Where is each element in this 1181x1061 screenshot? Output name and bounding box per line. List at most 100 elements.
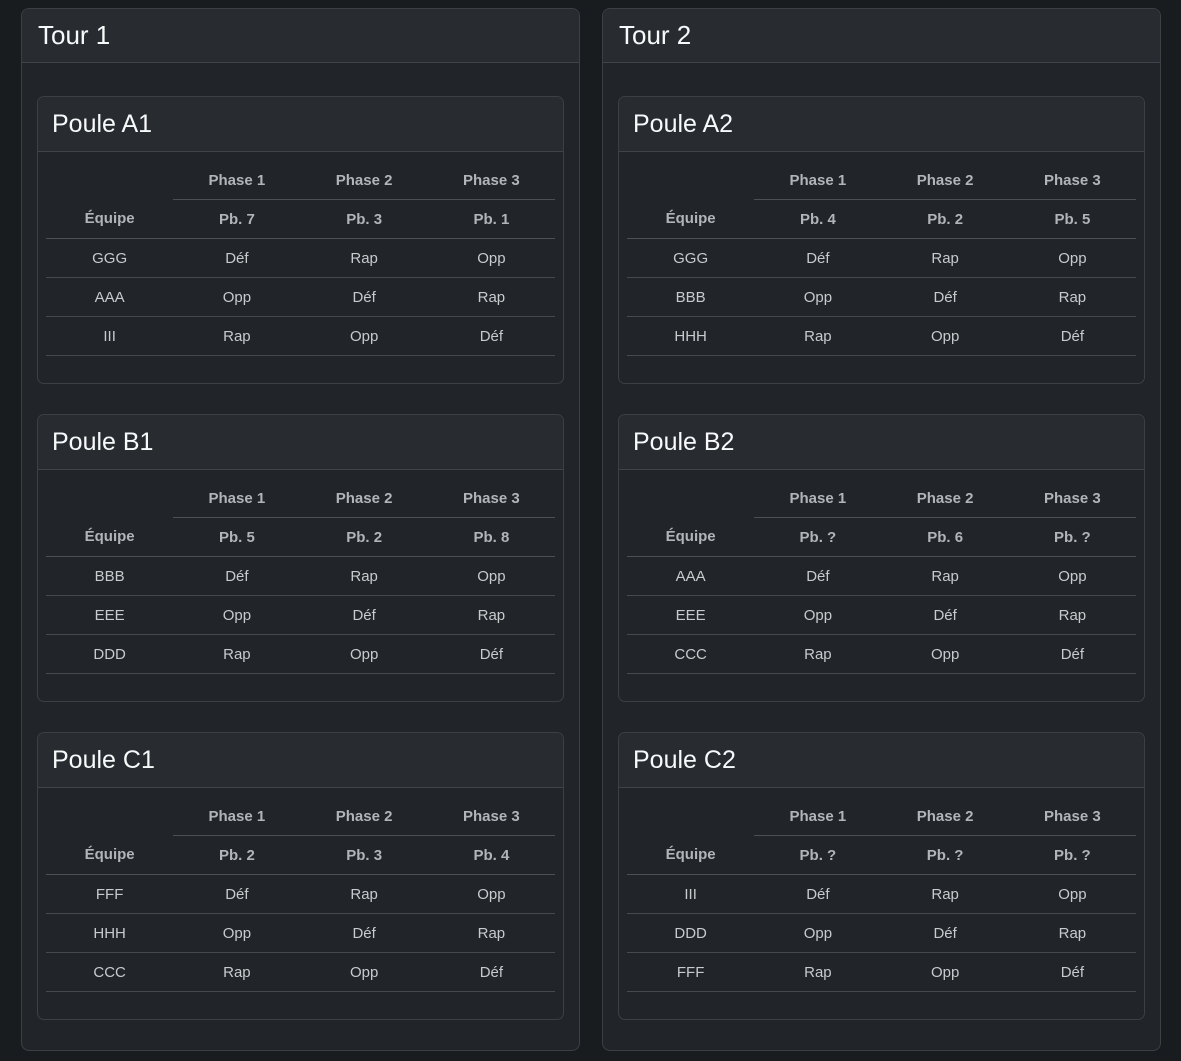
role-cell: Rap [427, 595, 555, 636]
phase-header: Phase 1 [173, 797, 301, 837]
problem-header: Pb. ? [1008, 517, 1136, 558]
team-row: AAA Opp Déf Rap [46, 277, 555, 318]
role-cell: Rap [881, 874, 1009, 915]
role-cell: Rap [173, 316, 301, 357]
problem-header: Pb. 6 [881, 517, 1009, 558]
team-name: FFF [46, 874, 174, 915]
poule-b1-header: Poule B1 [38, 415, 563, 471]
equipe-header: Équipe [627, 199, 755, 240]
team-name: III [46, 316, 174, 357]
team-row: CCC Rap Opp Déf [46, 952, 555, 993]
team-row: BBB Opp Déf Rap [627, 277, 1136, 318]
poule-a2-body: Phase 1 Phase 2 Phase 3 Équipe Pb. 4 Pb.… [619, 152, 1144, 383]
role-cell: Rap [881, 556, 1009, 597]
phase-header-row: Phase 1 Phase 2 Phase 3 [46, 797, 555, 837]
problem-header: Pb. 3 [300, 835, 428, 876]
corner-cell [46, 161, 173, 200]
team-name: AAA [627, 556, 755, 597]
poule-b2-title: Poule B2 [633, 428, 735, 457]
tour-card-2: Tour 2 Poule A2 Phase 1 Phase 2 Ph [602, 8, 1161, 1052]
role-cell: Opp [881, 316, 1009, 357]
poule-c1-header: Poule C1 [38, 733, 563, 789]
role-cell: Déf [427, 952, 555, 993]
corner-cell [46, 479, 173, 518]
tour-2-body: Poule A2 Phase 1 Phase 2 Phase 3 [603, 63, 1160, 1050]
problem-header: Pb. 5 [173, 517, 301, 558]
role-cell: Opp [173, 595, 301, 636]
role-cell: Rap [300, 238, 428, 279]
role-cell: Opp [1008, 238, 1136, 279]
role-cell: Opp [173, 913, 301, 954]
role-cell: Rap [1008, 277, 1136, 318]
role-cell: Opp [427, 238, 555, 279]
tour-1-title: Tour 1 [38, 20, 111, 50]
phase-header: Phase 3 [1008, 479, 1136, 519]
problem-header-row: Équipe Pb. ? Pb. 6 Pb. ? [627, 517, 1136, 558]
poule-a1-title: Poule A1 [52, 110, 153, 139]
problem-header: Pb. 4 [427, 835, 555, 876]
team-name: DDD [627, 913, 755, 954]
phase-header-row: Phase 1 Phase 2 Phase 3 [627, 797, 1136, 837]
phase-header: Phase 2 [300, 161, 428, 201]
team-row: CCC Rap Opp Déf [627, 634, 1136, 675]
team-row: BBB Déf Rap Opp [46, 556, 555, 597]
tour-2-header: Tour 2 [603, 9, 1160, 64]
equipe-header: Équipe [627, 517, 755, 558]
problem-header: Pb. 3 [300, 199, 428, 240]
tour-2-title: Tour 2 [619, 20, 692, 50]
problem-header: Pb. 2 [300, 517, 428, 558]
poule-card-c2: Poule C2 Phase 1 Phase 2 Phase 3 [618, 732, 1145, 1021]
poule-c1-table: Phase 1 Phase 2 Phase 3 Équipe Pb. 2 Pb.… [46, 797, 555, 993]
role-cell: Rap [427, 277, 555, 318]
poule-b2-table: Phase 1 Phase 2 Phase 3 Équipe Pb. ? Pb.… [627, 479, 1136, 675]
poule-a2-header: Poule A2 [619, 97, 1144, 153]
phase-header: Phase 3 [1008, 161, 1136, 201]
role-cell: Déf [173, 874, 301, 915]
team-row: GGG Déf Rap Opp [627, 238, 1136, 279]
team-row: EEE Opp Déf Rap [46, 595, 555, 636]
poule-card-a2: Poule A2 Phase 1 Phase 2 Phase 3 [618, 96, 1145, 385]
team-name: CCC [627, 634, 755, 675]
poule-a1-body: Phase 1 Phase 2 Phase 3 Équipe Pb. 7 Pb.… [38, 152, 563, 383]
role-cell: Déf [881, 913, 1009, 954]
role-cell: Déf [1008, 634, 1136, 675]
problem-header-row: Équipe Pb. ? Pb. ? Pb. ? [627, 835, 1136, 876]
team-row: III Rap Opp Déf [46, 316, 555, 357]
role-cell: Déf [300, 595, 428, 636]
role-cell: Opp [881, 634, 1009, 675]
poule-card-c1: Poule C1 Phase 1 Phase 2 Phase 3 [37, 732, 564, 1021]
corner-cell [627, 161, 754, 200]
team-name: HHH [627, 316, 755, 357]
team-row: DDD Rap Opp Déf [46, 634, 555, 675]
problem-header-row: Équipe Pb. 2 Pb. 3 Pb. 4 [46, 835, 555, 876]
team-name: GGG [46, 238, 174, 279]
role-cell: Opp [1008, 556, 1136, 597]
poule-c1-title: Poule C1 [52, 746, 155, 775]
phase-header: Phase 3 [427, 161, 555, 201]
team-name: BBB [46, 556, 174, 597]
team-row: FFF Déf Rap Opp [46, 874, 555, 915]
team-name: HHH [46, 913, 174, 954]
problem-header: Pb. 8 [427, 517, 555, 558]
team-name: EEE [46, 595, 174, 636]
role-cell: Rap [300, 556, 428, 597]
role-cell: Rap [1008, 913, 1136, 954]
team-row: GGG Déf Rap Opp [46, 238, 555, 279]
role-cell: Opp [300, 634, 428, 675]
equipe-header: Équipe [46, 517, 174, 558]
phase-header: Phase 2 [300, 797, 428, 837]
problem-header: Pb. 5 [1008, 199, 1136, 240]
role-cell: Opp [173, 277, 301, 318]
poule-c2-title: Poule C2 [633, 746, 736, 775]
corner-cell [627, 479, 754, 518]
team-row: FFF Rap Opp Déf [627, 952, 1136, 993]
team-row: DDD Opp Déf Rap [627, 913, 1136, 954]
equipe-header: Équipe [46, 835, 174, 876]
phase-header: Phase 2 [881, 161, 1009, 201]
role-cell: Rap [754, 316, 882, 357]
poule-card-b2: Poule B2 Phase 1 Phase 2 Phase 3 [618, 414, 1145, 703]
team-name: FFF [627, 952, 755, 993]
role-cell: Rap [427, 913, 555, 954]
poule-c2-table: Phase 1 Phase 2 Phase 3 Équipe Pb. ? Pb.… [627, 797, 1136, 993]
problem-header: Pb. ? [754, 835, 882, 876]
